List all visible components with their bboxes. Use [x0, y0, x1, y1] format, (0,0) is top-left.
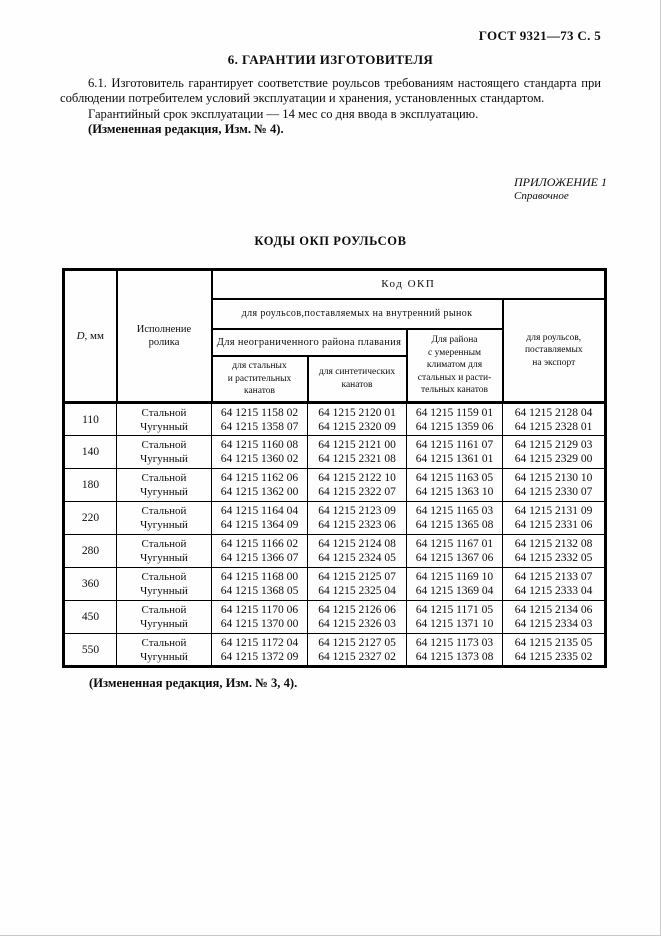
okp-code-cell: 64 1215 1164 04 64 1215 1364 09	[211, 501, 308, 535]
okp-code-cell: 64 1215 1159 01 64 1215 1359 06	[406, 401, 503, 436]
synthetic-header: для синтетических канатов	[306, 354, 408, 404]
body-text: 6.1. Изготовитель гарантирует соответств…	[60, 76, 601, 137]
diameter-cell: 110	[63, 401, 117, 436]
okp-code-cell: 64 1215 1169 10 64 1215 1369 04	[406, 567, 503, 601]
okp-code-cell: 64 1215 1161 07 64 1215 1361 01	[406, 435, 503, 469]
okp-code-cell: 64 1215 1172 04 64 1215 1372 09	[211, 633, 308, 667]
unlimited-area-header: Для неограниченного района плавания	[210, 327, 408, 357]
execution-cell: Стальной Чугунный	[116, 534, 212, 568]
okp-code-cell: 64 1215 1170 06 64 1215 1370 00	[211, 600, 308, 634]
okp-code-cell: 64 1215 2133 07 64 1215 2333 04	[501, 567, 607, 601]
table-title: КОДЫ ОКП РОУЛЬСОВ	[254, 234, 407, 248]
okp-code-cell: 64 1215 2120 01 64 1215 2320 09	[307, 401, 407, 436]
header-row-4: для стальных и растительных канатов для …	[64, 354, 606, 404]
steel-vegetable-header: для стальных и растительных канатов	[210, 354, 309, 404]
okp-code-cell: 64 1215 2134 06 64 1215 2334 03	[501, 600, 607, 634]
okp-code-cell: 64 1215 1162 06 64 1215 1362 00	[211, 468, 308, 502]
execution-cell: Стальной Чугунный	[116, 501, 212, 535]
execution-cell: Стальной Чугунный	[116, 401, 212, 436]
okp-code-cell: 64 1215 2125 07 64 1215 2325 04	[307, 567, 407, 601]
header-row-2: для роульсов,поставляемых на внутренний …	[64, 297, 607, 404]
execution-cell: Стальной Чугунный	[116, 567, 212, 601]
diameter-cell: 140	[63, 435, 117, 469]
diameter-cell: 360	[63, 567, 117, 601]
diameter-cell: 550	[63, 633, 117, 667]
okp-code-cell: 64 1215 2122 10 64 1215 2322 07	[307, 468, 407, 502]
paragraph-6-1: 6.1. Изготовитель гарантирует соответств…	[60, 76, 601, 106]
doc-ref: ГОСТ 9321—73 С. 5	[478, 28, 601, 43]
okp-table-body: 110 Стальной Чугунный 64 1215 1158 02 64 1…	[63, 401, 607, 667]
okp-code-cell: 64 1215 2126 06 64 1215 2326 03	[307, 600, 407, 634]
okp-code-cell: 64 1215 1163 05 64 1215 1363 10	[406, 468, 503, 502]
header-row-3: Для неограниченного района плавания Для …	[64, 327, 606, 404]
header-row-1: D, мм Исполнение ролика Код ОКП	[62, 268, 607, 404]
okp-code-cell: 64 1215 2124 08 64 1215 2324 05	[307, 534, 407, 568]
table-row: 110 Стальной Чугунный 64 1215 1158 02 64 1…	[63, 401, 607, 436]
moderate-climate-header: Для района с умеренным климатом для стал…	[405, 327, 504, 404]
okp-code-cell: 64 1215 1168 00 64 1215 1368 05	[211, 567, 308, 601]
appendix-type: Справочное	[514, 190, 569, 202]
diameter-unit: , мм	[84, 330, 104, 342]
table-row: 220 Стальной Чугунный 64 1215 1164 04 64 1…	[63, 501, 607, 535]
table-row: 140 Стальной Чугунный 64 1215 1160 08 64 1…	[63, 435, 607, 469]
okp-code-cell: 64 1215 1166 02 64 1215 1366 07	[211, 534, 308, 568]
table-row: 450 Стальной Чугунный 64 1215 1170 06 64 1…	[63, 600, 607, 634]
execution-cell: Стальной Чугунный	[116, 435, 212, 469]
execution-cell: Стальной Чугунный	[116, 468, 212, 502]
diameter-symbol: D	[76, 330, 85, 342]
okp-table: D, мм Исполнение ролика Код ОКП для роул…	[62, 268, 608, 668]
table-row: 280 Стальной Чугунный 64 1215 1166 02 64 1…	[63, 534, 607, 568]
paragraph-amendment: (Измененная редакция, Изм. № 4).	[88, 121, 284, 136]
okp-code-cell: 64 1215 1171 05 64 1215 1371 10	[406, 600, 503, 634]
diameter-cell: 220	[63, 501, 117, 535]
execution-cell: Стальной Чугунный	[116, 633, 212, 667]
section-heading: 6. ГАРАНТИИ ИЗГОТОВИТЕЛЯ	[227, 52, 434, 67]
okp-code-cell: 64 1215 2123 09 64 1215 2323 06	[307, 501, 407, 535]
okp-code-cell: 64 1215 2130 10 64 1215 2330 07	[501, 468, 607, 502]
okp-code-cell: 64 1215 1167 01 64 1215 1367 06	[406, 534, 503, 568]
code-group-header: Код ОКП	[210, 268, 607, 300]
appendix-label: ПРИЛОЖЕНИЕ 1	[514, 175, 607, 189]
table-row: 180 Стальной Чугунный 64 1215 1162 06 64 1…	[63, 468, 607, 502]
okp-code-cell: 64 1215 2121 00 64 1215 2321 08	[307, 435, 407, 469]
execution-cell: Стальной Чугунный	[116, 600, 212, 634]
okp-code-cell: 64 1215 1173 03 64 1215 1373 08	[406, 633, 503, 667]
okp-code-cell: 64 1215 2129 03 64 1215 2329 00	[501, 435, 607, 469]
diameter-cell: 450	[63, 600, 117, 634]
table-row: 360 Стальной Чугунный 64 1215 1168 00 64 1…	[63, 567, 607, 601]
diameter-cell: 280	[63, 534, 117, 568]
diameter-header: D, мм	[62, 268, 118, 404]
okp-code-cell: 64 1215 2131 09 64 1215 2331 06	[501, 501, 607, 535]
okp-code-cell: 64 1215 1165 03 64 1215 1365 08	[406, 501, 503, 535]
appendix-block: ПРИЛОЖЕНИЕ 1 Справочное	[514, 175, 607, 203]
okp-code-cell: 64 1215 1158 02 64 1215 1358 07	[211, 401, 308, 436]
domestic-market-header: для роульсов,поставляемых на внутренний …	[210, 297, 504, 330]
export-header: для роульсов, поставляемых на экспорт	[501, 297, 607, 404]
footer-amendment: (Измененная редакция, Изм. № 3, 4).	[89, 676, 298, 690]
okp-code-cell: 64 1215 2135 05 64 1215 2335 02	[501, 633, 607, 667]
diameter-cell: 180	[63, 468, 117, 502]
okp-code-cell: 64 1215 2128 04 64 1215 2328 01	[501, 401, 607, 436]
execution-header: Исполнение ролика	[115, 268, 213, 404]
okp-code-cell: 64 1215 1160 08 64 1215 1360 02	[211, 435, 308, 469]
paragraph-warranty: Гарантийный срок эксплуатации — 14 мес с…	[88, 106, 479, 121]
table-row: 550 Стальной Чугунный 64 1215 1172 04 64 1…	[63, 633, 607, 667]
okp-code-cell: 64 1215 2127 05 64 1215 2327 02	[307, 633, 407, 667]
okp-code-cell: 64 1215 2132 08 64 1215 2332 05	[501, 534, 607, 568]
